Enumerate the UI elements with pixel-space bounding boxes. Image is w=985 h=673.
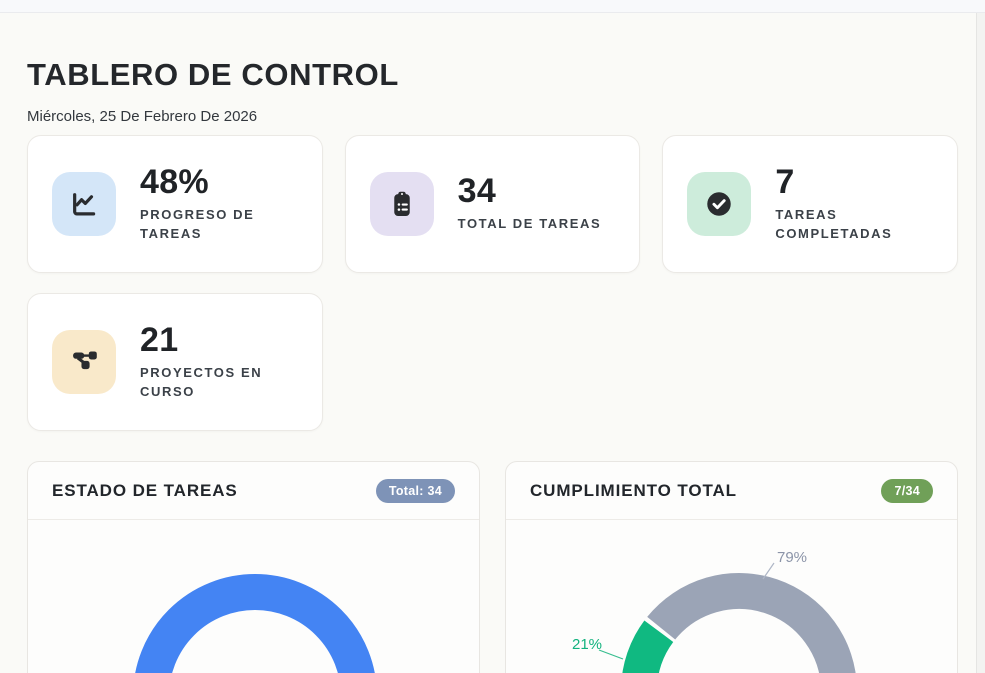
stat-card-progreso: 48% PROGRESO DE TAREAS bbox=[27, 135, 323, 273]
stat-value: 48% bbox=[140, 162, 209, 201]
donut-segment-restantes[interactable] bbox=[647, 573, 856, 673]
donut-segment-completadas[interactable] bbox=[622, 620, 674, 673]
donut-segment-tareas[interactable] bbox=[135, 574, 375, 673]
stat-value: 34 bbox=[457, 172, 497, 211]
chart-panels: ESTADO DE TAREAS Total: 34 CUMPLIMIENTO … bbox=[27, 461, 958, 673]
network-icon bbox=[73, 351, 97, 370]
stat-card-proyectos: 21 PROYECTOS EN CURSO bbox=[27, 293, 323, 431]
stat-icon-tile bbox=[52, 330, 116, 394]
page-title: TABLERO DE CONTROL bbox=[27, 57, 399, 92]
stat-value: 21 bbox=[140, 320, 179, 359]
stat-label: TOTAL DE TAREAS bbox=[457, 216, 602, 232]
label-line-79 bbox=[762, 562, 775, 580]
panel-header: ESTADO DE TAREAS Total: 34 bbox=[28, 462, 479, 520]
stat-icon-tile bbox=[369, 172, 434, 236]
stat-cards: 48% PROGRESO DE TAREAS 34 TOTAL DE TAREA… bbox=[27, 135, 958, 431]
donut-label-21: 21% bbox=[572, 636, 602, 653]
panel-cumplimiento-total: CUMPLIMIENTO TOTAL 7/34 79% 21% bbox=[505, 461, 958, 673]
panel-title: CUMPLIMIENTO TOTAL bbox=[530, 480, 737, 500]
stat-card-completadas: 7 TAREAS COMPLETADAS bbox=[662, 135, 958, 273]
stat-label: PROGRESO DE TAREAS bbox=[140, 206, 255, 241]
page-date: Miércoles, 25 De Febrero De 2026 bbox=[27, 108, 258, 125]
ratio-badge: 7/34 bbox=[881, 478, 933, 503]
panel-title: ESTADO DE TAREAS bbox=[52, 480, 238, 500]
total-badge: Total: 34 bbox=[375, 478, 455, 503]
dashboard: TABLERO DE CONTROL Miércoles, 25 De Febr… bbox=[0, 57, 985, 673]
check-circle-icon bbox=[707, 192, 732, 216]
top-strip bbox=[0, 0, 985, 13]
stat-icon-tile bbox=[687, 172, 752, 236]
panel-header: CUMPLIMIENTO TOTAL 7/34 bbox=[506, 462, 957, 520]
stat-label: TAREAS COMPLETADAS bbox=[775, 206, 893, 241]
donut-label-79: 79% bbox=[777, 549, 807, 566]
label-line-21 bbox=[598, 649, 624, 660]
panel-estado-de-tareas: ESTADO DE TAREAS Total: 34 bbox=[27, 461, 480, 673]
clipboard-list-icon bbox=[393, 191, 410, 216]
stat-card-total: 34 TOTAL DE TAREAS bbox=[344, 135, 641, 273]
stat-label: PROYECTOS EN CURSO bbox=[140, 364, 263, 399]
stat-icon-tile bbox=[52, 172, 116, 236]
scrollbar-track[interactable] bbox=[976, 13, 985, 673]
chart-line-icon bbox=[73, 193, 96, 216]
stat-value: 7 bbox=[775, 162, 795, 201]
